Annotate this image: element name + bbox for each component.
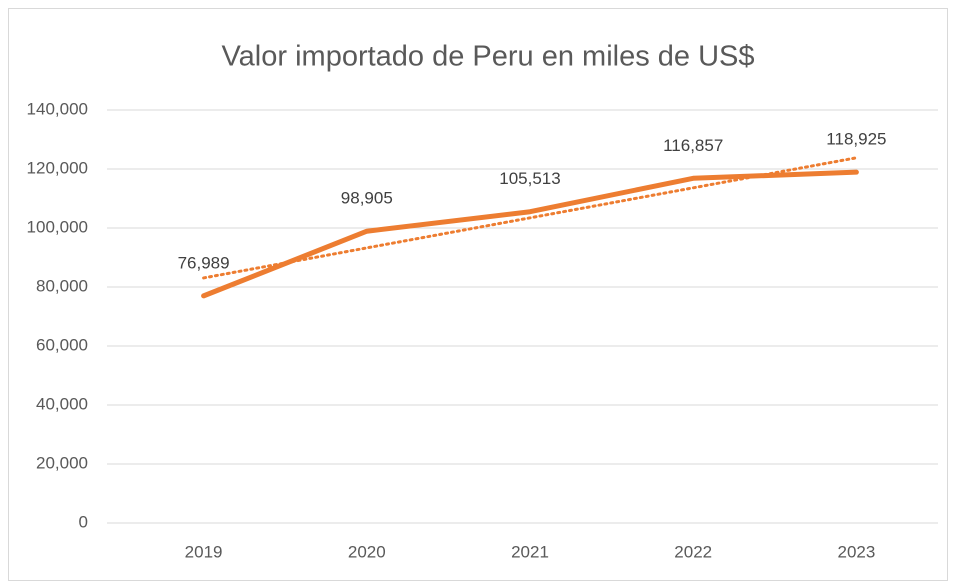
x-tick-label: 2023 — [837, 542, 875, 561]
data-label: 118,925 — [826, 130, 886, 149]
data-line — [201, 169, 859, 299]
y-tick-label: 40,000 — [36, 394, 88, 413]
x-tick-label: 2021 — [511, 542, 549, 561]
x-tick-label: 2022 — [674, 542, 712, 561]
x-tick-label: 2020 — [348, 542, 386, 561]
y-tick-label: 140,000 — [27, 99, 88, 118]
chart-border — [8, 8, 948, 581]
y-tick-label: 80,000 — [36, 276, 88, 295]
chart-title: Valor importado de Peru en miles de US$ — [221, 41, 754, 73]
data-label: 98,905 — [341, 189, 393, 208]
data-label: 76,989 — [178, 253, 230, 272]
data-label: 105,513 — [499, 169, 560, 188]
data-label: 116,857 — [663, 136, 723, 155]
y-tick-label: 60,000 — [36, 335, 88, 354]
y-tick-label: 0 — [79, 512, 88, 531]
x-tick-label: 2019 — [185, 542, 223, 561]
y-tick-label: 100,000 — [27, 217, 88, 236]
y-tick-label: 120,000 — [27, 158, 88, 177]
y-tick-label: 20,000 — [36, 453, 88, 472]
